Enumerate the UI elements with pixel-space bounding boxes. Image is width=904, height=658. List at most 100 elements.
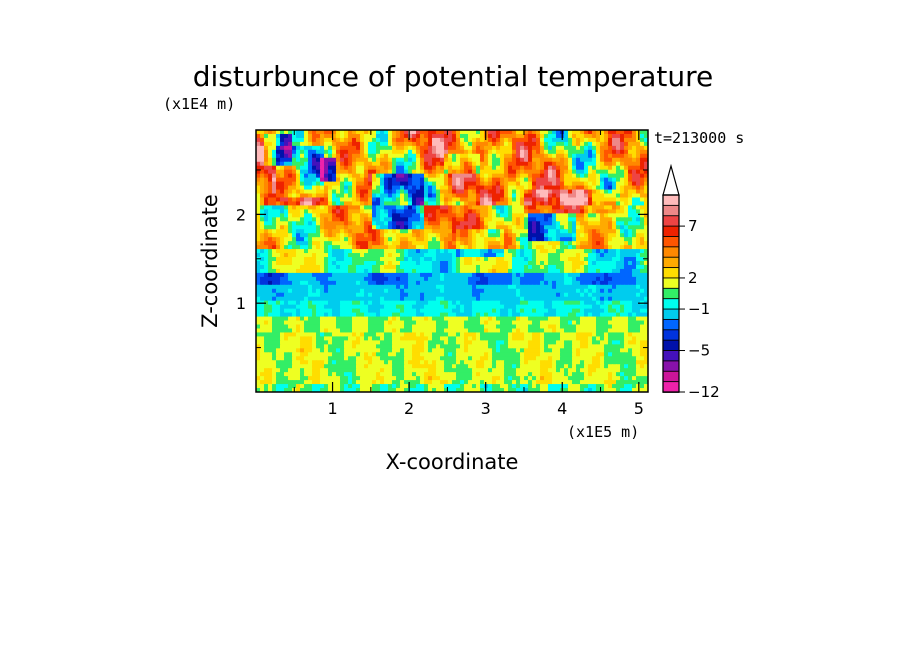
field-cell (612, 324, 617, 330)
field-cell (428, 153, 433, 159)
field-cell (472, 268, 477, 274)
field-cell (604, 173, 609, 179)
field-cell (464, 205, 469, 211)
field-cell (488, 205, 493, 211)
field-cell (308, 133, 313, 139)
field-cell (504, 201, 509, 207)
field-cell (580, 288, 585, 294)
field-cell (612, 209, 617, 215)
field-cell (256, 209, 261, 215)
field-cell (464, 217, 469, 222)
field-cell (540, 264, 545, 270)
field-cell (388, 137, 393, 143)
field-cell (548, 213, 553, 218)
field-cell (340, 145, 345, 151)
field-cell (488, 221, 493, 226)
field-cell (524, 276, 529, 282)
field-cell (364, 217, 369, 222)
field-cell (296, 141, 301, 147)
field-cell (304, 308, 309, 314)
field-cell (340, 177, 345, 183)
field-cell (512, 241, 517, 246)
field-cell (380, 237, 385, 242)
field-cell (424, 153, 429, 159)
field-cell (424, 233, 429, 238)
field-cell (564, 272, 569, 278)
field-cell (496, 209, 501, 215)
field-cell (268, 324, 273, 330)
field-cell (340, 157, 345, 163)
field-cell (352, 316, 357, 322)
field-cell (632, 288, 637, 294)
field-cell (476, 284, 481, 290)
field-cell (260, 292, 265, 298)
field-cell (332, 237, 337, 242)
field-cell (500, 173, 505, 179)
field-cell (476, 300, 481, 306)
field-cell (420, 130, 425, 135)
field-cell (436, 237, 441, 242)
field-cell (316, 213, 321, 218)
field-cell (604, 205, 609, 211)
field-cell (580, 237, 585, 242)
field-cell (496, 312, 501, 318)
field-cell (284, 145, 289, 151)
field-cell (560, 253, 565, 258)
field-cell (640, 320, 645, 326)
field-cell (444, 153, 449, 159)
field-cell (480, 189, 485, 195)
field-cell (428, 288, 433, 294)
field-cell (576, 284, 581, 290)
field-cell (532, 161, 537, 167)
field-cell (576, 229, 581, 234)
field-cell (532, 221, 537, 226)
field-cell (344, 197, 349, 203)
field-cell (532, 193, 537, 199)
field-cell (256, 225, 261, 230)
field-cell (580, 241, 585, 246)
field-cell (312, 268, 317, 274)
field-cell (464, 221, 469, 226)
field-cell (268, 253, 273, 258)
field-cell (604, 157, 609, 163)
field-cell (348, 276, 353, 282)
field-cell (456, 153, 461, 159)
field-cell (492, 249, 497, 254)
field-cell (292, 276, 297, 282)
field-cell (484, 217, 489, 222)
field-cell (524, 169, 529, 175)
field-cell (596, 141, 601, 147)
field-cell (316, 197, 321, 203)
field-cell (272, 130, 277, 135)
field-cell (536, 237, 541, 242)
field-cell (636, 233, 641, 238)
field-cell (564, 141, 569, 147)
field-cell (556, 276, 561, 282)
field-cell (300, 304, 305, 310)
field-cell (380, 225, 385, 230)
field-cell (440, 193, 445, 199)
field-cell (580, 276, 585, 282)
field-cell (508, 181, 513, 187)
field-cell (328, 173, 333, 179)
field-cell (600, 312, 605, 318)
field-cell (524, 173, 529, 179)
field-cell (400, 149, 405, 155)
field-cell (404, 169, 409, 175)
field-cell (464, 213, 469, 218)
field-cell (340, 149, 345, 155)
field-cell (316, 169, 321, 175)
field-cell (488, 185, 493, 191)
field-cell (444, 145, 449, 151)
field-cell (592, 217, 597, 222)
field-cell (288, 205, 293, 211)
field-cell (608, 288, 613, 294)
field-cell (388, 217, 393, 222)
field-cell (504, 272, 509, 278)
field-cell (324, 217, 329, 222)
field-cell (264, 300, 269, 306)
field-cell (360, 233, 365, 238)
field-cell (504, 292, 509, 298)
field-cell (296, 193, 301, 199)
field-cell (344, 253, 349, 258)
